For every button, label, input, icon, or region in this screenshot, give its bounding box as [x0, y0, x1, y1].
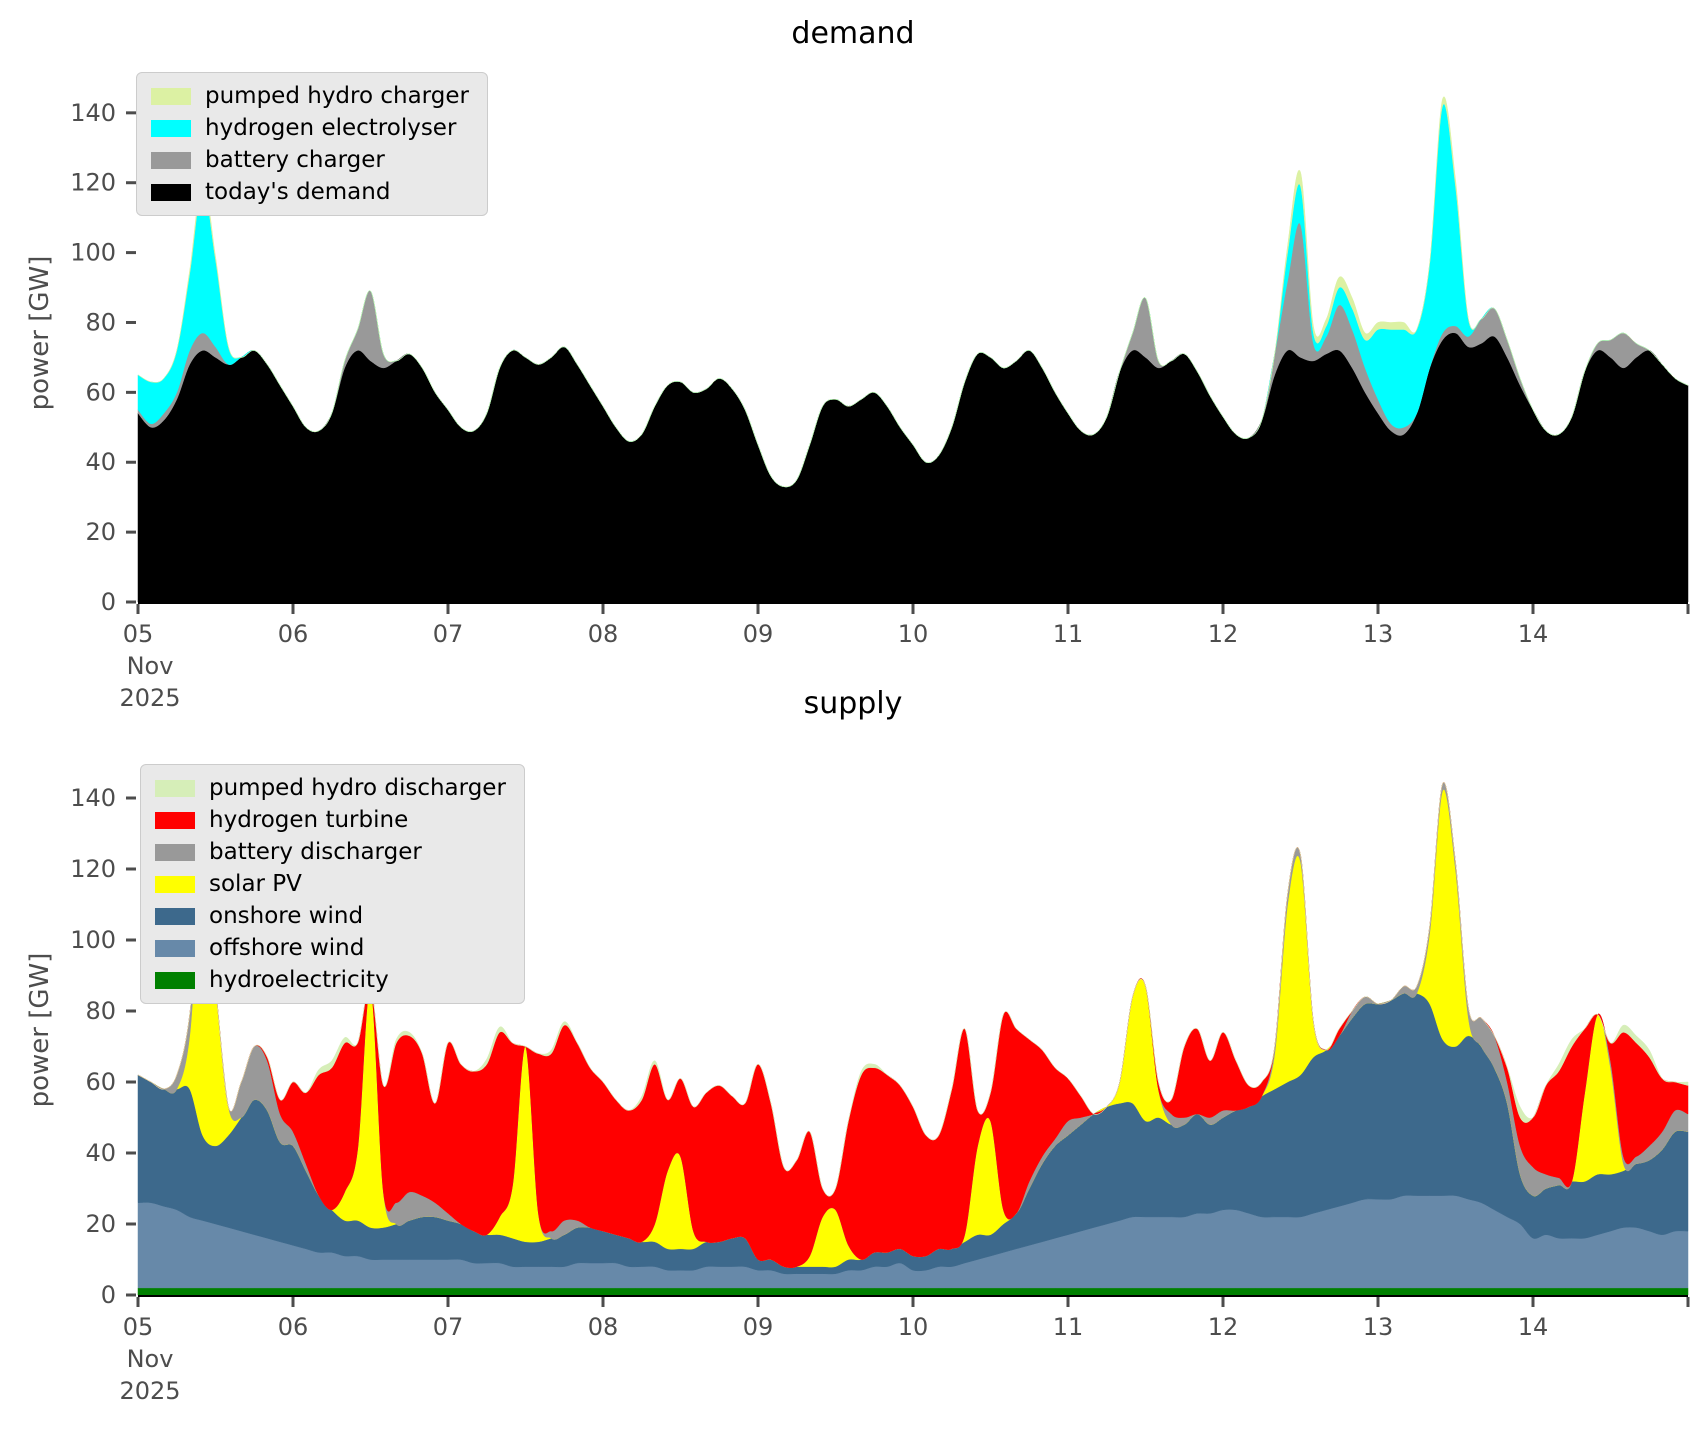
x-tick-label: 06 [278, 1313, 309, 1341]
x-axis-sublabel: Nov [127, 1345, 174, 1373]
y-tick-label: 40 [85, 1139, 116, 1167]
x-axis-sublabel: 2025 [119, 684, 180, 712]
area-pumped-hydro-charger [137, 96, 1689, 488]
y-tick-label: 20 [85, 1210, 116, 1238]
y-tick-label: 140 [70, 784, 116, 812]
y-tick-label: 60 [85, 378, 116, 406]
x-tick-label: 05 [123, 1313, 154, 1341]
x-tick-label: 06 [278, 620, 309, 648]
y-tick-label: 0 [101, 588, 116, 616]
y-tick-label: 120 [70, 169, 116, 197]
x-axis-sublabel: Nov [127, 652, 174, 680]
legend-label: offshore wind [209, 935, 365, 961]
legend-swatch-icon [155, 939, 195, 957]
x-tick-label: 12 [1208, 620, 1239, 648]
legend-item-offshore-wind: offshore wind [155, 935, 506, 961]
demand-legend: pumped hydro charger hydrogen electrolyse… [136, 72, 488, 216]
y-tick-label: 20 [85, 518, 116, 546]
x-tick-label: 14 [1518, 1313, 1549, 1341]
legend-swatch-icon [155, 971, 195, 989]
legend-item-onshore-wind: onshore wind [155, 903, 506, 929]
y-tick-label: 100 [70, 239, 116, 267]
x-tick-label: 07 [433, 1313, 464, 1341]
x-tick-label: 13 [1363, 1313, 1394, 1341]
legend-label: hydrogen turbine [209, 807, 409, 833]
legend-label: onshore wind [209, 903, 364, 929]
y-tick-label: 60 [85, 1068, 116, 1096]
legend-swatch-icon [155, 875, 195, 893]
x-tick-label: 09 [743, 1313, 774, 1341]
legend-item-battery-discharger: battery discharger [155, 839, 506, 865]
legend-label: today's demand [205, 179, 391, 205]
legend-label: battery charger [205, 147, 385, 173]
x-tick-label: 07 [433, 620, 464, 648]
y-tick-label: 80 [85, 308, 116, 336]
legend-item-battery-charger: battery charger [151, 147, 469, 173]
legend-label: pumped hydro charger [205, 83, 469, 109]
legend-item-hydrogen-turbine: hydrogen turbine [155, 807, 506, 833]
legend-label: hydroelectricity [209, 967, 389, 993]
legend-label: pumped hydro discharger [209, 775, 506, 801]
legend-item-solar-pv: solar PV [155, 871, 506, 897]
supply-chart-title: supply [803, 686, 903, 721]
x-tick-label: 10 [898, 1313, 929, 1341]
legend-label: battery discharger [209, 839, 422, 865]
x-tick-label: 12 [1208, 1313, 1239, 1341]
y-tick-label: 40 [85, 448, 116, 476]
x-tick-label: 08 [588, 620, 619, 648]
x-tick-label: 14 [1518, 620, 1549, 648]
legend-item-pumped-hydro-discharger: pumped hydro discharger [155, 775, 506, 801]
x-tick-label: 05 [123, 620, 154, 648]
legend-swatch-icon [155, 811, 195, 829]
x-tick-label: 09 [743, 620, 774, 648]
legend-swatch-icon [155, 779, 195, 797]
legend-label: solar PV [209, 871, 302, 897]
y-tick-label: 140 [70, 99, 116, 127]
x-tick-label: 10 [898, 620, 929, 648]
legend-item-today-s-demand: today's demand [151, 179, 469, 205]
legend-swatch-icon [155, 843, 195, 861]
legend-item-pumped-hydro-charger: pumped hydro charger [151, 83, 469, 109]
area-hydroelectricity [137, 1287, 1689, 1296]
area-pumped-hydro-discharger [137, 782, 1689, 1197]
legend-swatch-icon [155, 907, 195, 925]
x-tick-label: 13 [1363, 620, 1394, 648]
legend-swatch-icon [151, 151, 191, 169]
legend-item-hydrogen-electrolyser: hydrogen electrolyser [151, 115, 469, 141]
x-tick-label: 11 [1053, 620, 1084, 648]
x-tick-label: 11 [1053, 1313, 1084, 1341]
x-axis-sublabel: 2025 [119, 1377, 180, 1405]
legend-label: hydrogen electrolyser [205, 115, 457, 141]
y-tick-label: 80 [85, 997, 116, 1025]
legend-swatch-icon [151, 119, 191, 137]
y-tick-label: 0 [101, 1281, 116, 1309]
legend-swatch-icon [151, 87, 191, 105]
supply-legend: pumped hydro discharger hydrogen turbine b… [140, 764, 525, 1004]
legend-item-hydroelectricity: hydroelectricity [155, 967, 506, 993]
x-tick-label: 08 [588, 1313, 619, 1341]
y-tick-label: 100 [70, 926, 116, 954]
demand-chart-title: demand [791, 16, 915, 51]
y-tick-label: 120 [70, 855, 116, 883]
legend-swatch-icon [151, 183, 191, 201]
